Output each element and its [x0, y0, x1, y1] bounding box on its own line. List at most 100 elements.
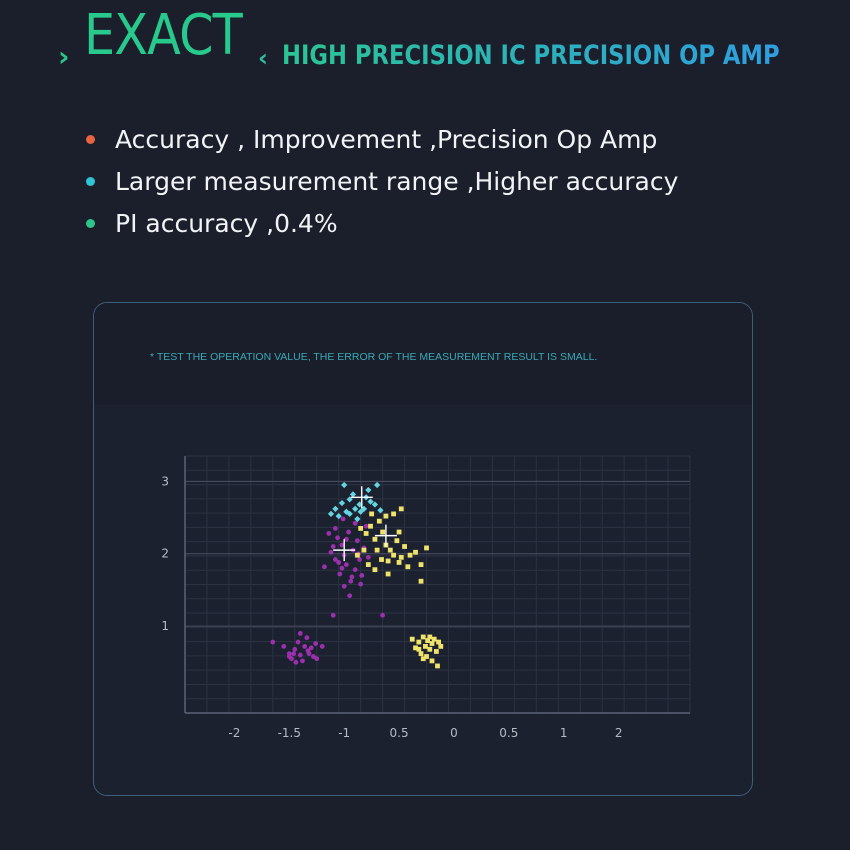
data-point [379, 557, 384, 562]
data-point [436, 639, 441, 645]
data-point [398, 506, 404, 512]
data-point [372, 567, 378, 573]
data-point [297, 652, 303, 658]
data-point [352, 567, 358, 573]
data-point [292, 646, 298, 652]
feature-item: Larger measurement range ,Higher accurac… [86, 160, 678, 202]
data-point [336, 560, 342, 565]
data-point [391, 511, 396, 517]
data-point [434, 649, 439, 654]
data-point [427, 646, 433, 652]
data-point [300, 658, 305, 664]
data-point [368, 523, 373, 529]
header: › EXACT ‹ HIGH PRECISION IC PRECISION OP… [0, 0, 850, 90]
x-tick-label: 1 [560, 726, 568, 740]
data-point [349, 574, 355, 580]
card-header [94, 303, 752, 405]
data-point [319, 643, 325, 649]
feature-item: Accuracy , Improvement ,Precision Op Amp [86, 118, 678, 160]
data-point [302, 643, 308, 649]
data-point [385, 558, 391, 564]
data-point [372, 536, 378, 542]
data-point [347, 593, 353, 599]
page-subtitle: HIGH PRECISION IC PRECISION OP AMP [282, 40, 780, 71]
data-point [337, 571, 343, 577]
data-point [297, 630, 303, 636]
data-point [396, 560, 402, 565]
data-point [358, 525, 364, 531]
data-point [385, 571, 391, 577]
chart-note: * TEST THE OPERATION VALUE, THE ERROR OF… [150, 351, 598, 363]
data-point [438, 643, 444, 649]
data-point [326, 531, 332, 536]
data-point [339, 565, 345, 571]
data-point [295, 639, 301, 645]
data-point [363, 523, 369, 529]
data-point [343, 536, 349, 542]
data-point [340, 516, 346, 522]
data-point [359, 573, 365, 578]
data-point [420, 634, 426, 640]
data-point [314, 656, 320, 662]
data-point [425, 638, 431, 644]
data-point [413, 549, 418, 555]
data-point [420, 656, 426, 662]
data-point [281, 643, 287, 649]
data-point [418, 562, 424, 567]
data-point [293, 659, 299, 665]
data-point [335, 535, 340, 541]
data-point [424, 654, 429, 659]
data-point [348, 578, 354, 584]
data-point [341, 481, 348, 489]
x-tick-label: 0.5 [499, 726, 518, 740]
data-point [313, 641, 319, 646]
bullet-dot-cyan [86, 176, 95, 186]
data-point [435, 663, 440, 669]
data-point [398, 554, 404, 560]
data-point [407, 552, 413, 558]
data-point [374, 481, 381, 489]
data-point [396, 529, 402, 535]
data-point [429, 641, 435, 646]
data-point [322, 564, 327, 570]
data-point [413, 645, 418, 651]
x-tick-label: -2 [228, 726, 240, 740]
data-point [327, 510, 335, 518]
data-point [352, 505, 359, 512]
feature-text: Accuracy , Improvement ,Precision Op Amp [115, 124, 658, 154]
data-point [358, 581, 364, 587]
data-point [339, 542, 345, 548]
data-point [357, 557, 362, 562]
bullet-dot-green [86, 218, 95, 228]
x-tick-label: -1.5 [278, 726, 301, 740]
data-point [338, 499, 346, 507]
data-point [423, 643, 428, 649]
y-tick-label: 1 [161, 619, 169, 633]
data-point [333, 525, 338, 531]
data-point [394, 538, 400, 544]
data-point [346, 529, 351, 535]
data-point [286, 654, 292, 659]
data-point [380, 612, 386, 618]
data-point [391, 552, 396, 558]
x-tick-label: -1 [338, 726, 350, 740]
data-point [330, 544, 336, 549]
data-point [354, 552, 360, 558]
data-point [341, 583, 347, 589]
data-point [424, 545, 429, 551]
data-point [387, 547, 393, 553]
chevron-right-icon: › [58, 40, 70, 73]
brand-title: EXACT [84, 3, 243, 68]
data-point [352, 520, 358, 526]
data-point [361, 547, 367, 553]
y-tick-label: 2 [161, 547, 169, 561]
bullet-dot-orange [86, 134, 95, 144]
data-point [365, 554, 371, 560]
x-tick-label: 2 [615, 726, 623, 740]
data-point [431, 636, 437, 642]
data-point [376, 518, 382, 524]
data-point [270, 639, 276, 645]
data-point [304, 635, 310, 641]
data-point [365, 562, 371, 567]
data-point [380, 529, 386, 535]
